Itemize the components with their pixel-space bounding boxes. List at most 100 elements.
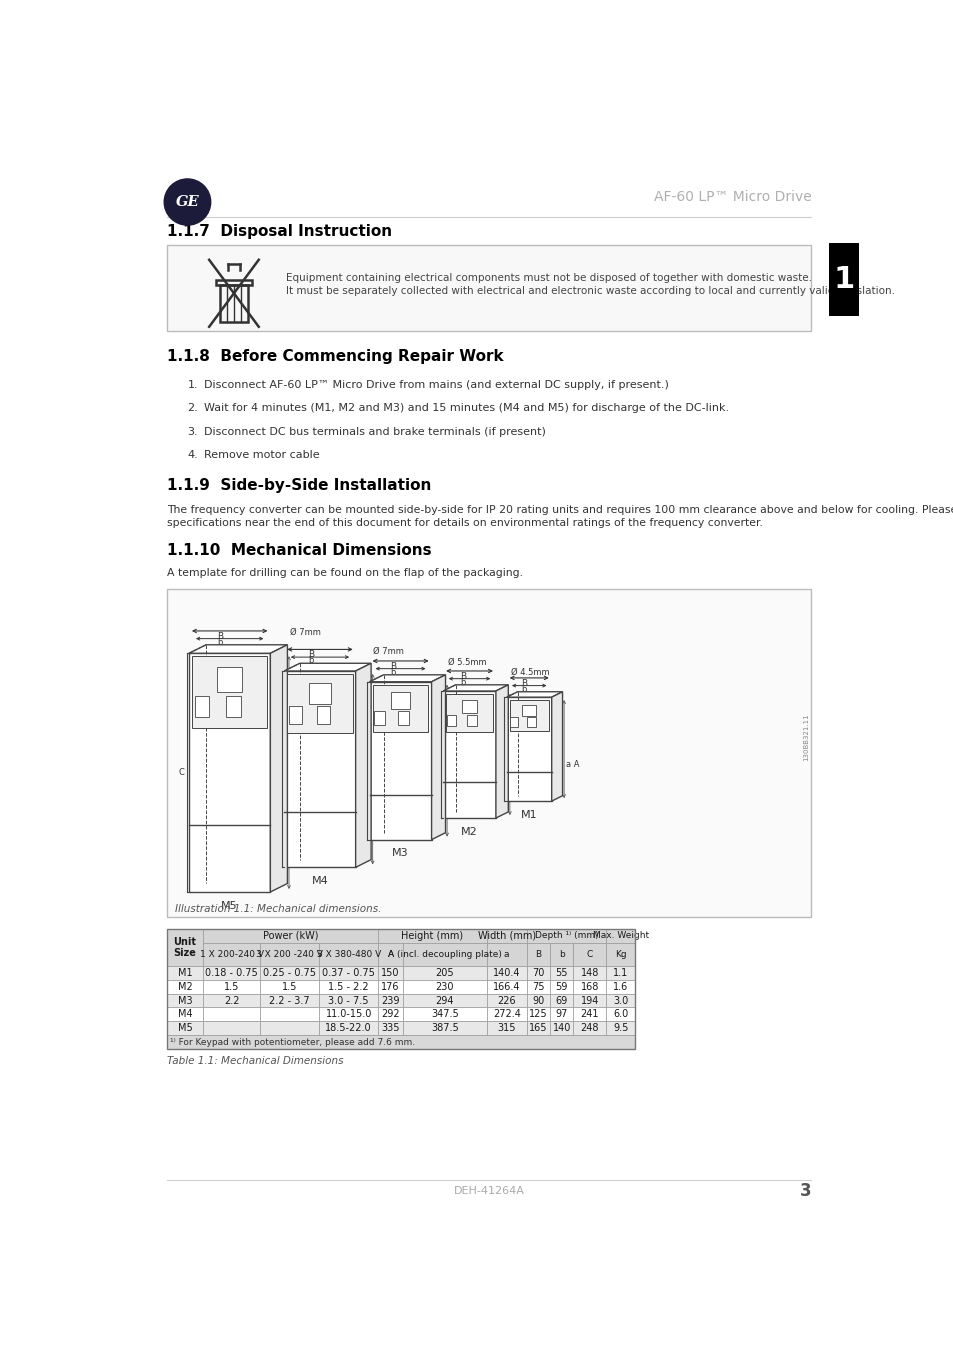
Bar [446,694,493,732]
Bar [402,1022,486,1035]
Bar [167,980,203,994]
Bar [319,965,377,980]
Text: 3.0: 3.0 [613,995,628,1006]
Bar [309,683,331,703]
Text: 2.2: 2.2 [224,995,239,1006]
Bar [260,942,319,965]
Bar [203,1022,260,1035]
Bar [167,994,203,1007]
Bar [397,711,409,725]
Text: 3.: 3. [187,427,198,436]
Bar [526,965,550,980]
Text: 241: 241 [579,1010,598,1019]
Text: 1.: 1. [187,381,198,390]
Bar [260,965,319,980]
Text: b: b [217,639,222,647]
Bar [402,965,486,980]
Bar [402,994,486,1007]
Text: b: b [520,684,526,694]
Bar [605,980,635,994]
Text: 1.5 - 2.2: 1.5 - 2.2 [328,981,369,992]
Bar [486,994,526,1007]
Text: 90: 90 [532,995,544,1006]
Text: 226: 226 [497,995,516,1006]
Bar [217,667,242,693]
Polygon shape [189,645,287,653]
Text: B: B [535,950,541,958]
Text: a A: a A [448,780,461,788]
Text: b: b [558,950,564,958]
Bar [287,674,353,733]
Bar [605,994,635,1007]
Text: The frequency converter can be mounted side-by-side for IP 20 rating units and r: The frequency converter can be mounted s… [167,505,953,516]
Text: 1 X 200-240 V: 1 X 200-240 V [199,950,263,958]
Text: ¹⁾ For Keypad with potentiometer, please add 7.6 mm.: ¹⁾ For Keypad with potentiometer, please… [171,1038,416,1046]
Bar [167,965,203,980]
Bar [486,1022,526,1035]
Bar [522,705,536,716]
Text: 1.6: 1.6 [613,981,628,992]
Text: 3 X 200 -240 V: 3 X 200 -240 V [256,950,323,958]
Text: 69: 69 [555,995,567,1006]
Text: Remove motor cable: Remove motor cable [204,450,320,459]
Bar [526,994,550,1007]
Text: 75: 75 [532,981,544,992]
Text: 3 X 380-480 V: 3 X 380-480 V [316,950,380,958]
Text: C: C [496,745,501,753]
Text: Width (mm): Width (mm) [477,931,536,941]
Bar [550,1007,573,1022]
Text: Table 1.1: Mechanical Dimensions: Table 1.1: Mechanical Dimensions [167,1056,343,1066]
Bar [446,716,456,726]
Text: 140: 140 [552,1023,570,1033]
Bar [573,1007,605,1022]
Text: B: B [390,662,395,671]
Text: M4: M4 [177,1010,193,1019]
Bar [550,942,573,965]
Bar [289,706,302,724]
Polygon shape [369,675,445,682]
Text: A (incl. decoupling plate): A (incl. decoupling plate) [388,950,501,958]
Text: It must be separately collected with electrical and electronic waste according t: It must be separately collected with ele… [286,286,894,297]
Bar [319,1007,377,1022]
Bar [509,701,548,732]
Bar [260,1007,319,1022]
Text: a: a [503,950,509,958]
Bar [573,980,605,994]
Bar [526,942,550,965]
Text: b: b [390,668,395,676]
Bar [377,1022,402,1035]
Bar [509,717,517,726]
Bar [377,994,402,1007]
Text: 335: 335 [381,1023,399,1033]
Text: M3: M3 [392,848,409,859]
Text: Disconnect AF-60 LP™ Micro Drive from mains (and external DC supply, if present.: Disconnect AF-60 LP™ Micro Drive from ma… [204,381,669,390]
Text: 4.: 4. [187,450,198,459]
Bar [319,980,377,994]
Bar [319,1022,377,1035]
Text: 3: 3 [799,1181,810,1200]
Text: 176: 176 [381,981,399,992]
Bar [461,699,476,713]
Text: C: C [586,950,592,958]
Polygon shape [506,691,562,697]
Bar [486,942,526,965]
Polygon shape [443,684,508,691]
Text: Power (kW): Power (kW) [262,931,318,941]
Bar [605,1007,635,1022]
Polygon shape [551,691,562,801]
Text: 70: 70 [532,968,544,977]
Bar [316,706,330,724]
Bar [526,929,605,942]
Text: 59: 59 [555,981,567,992]
Text: Kg: Kg [615,950,626,958]
Text: M1: M1 [177,968,193,977]
Text: A: A [387,950,394,958]
Bar [203,994,260,1007]
Bar [402,942,486,965]
Text: 6.0: 6.0 [613,1010,628,1019]
Text: 2.: 2. [187,404,198,413]
Text: AF-60 LP™ Micro Drive: AF-60 LP™ Micro Drive [653,190,810,204]
Bar [573,965,605,980]
Text: B: B [216,632,223,641]
Text: M1: M1 [520,810,537,819]
